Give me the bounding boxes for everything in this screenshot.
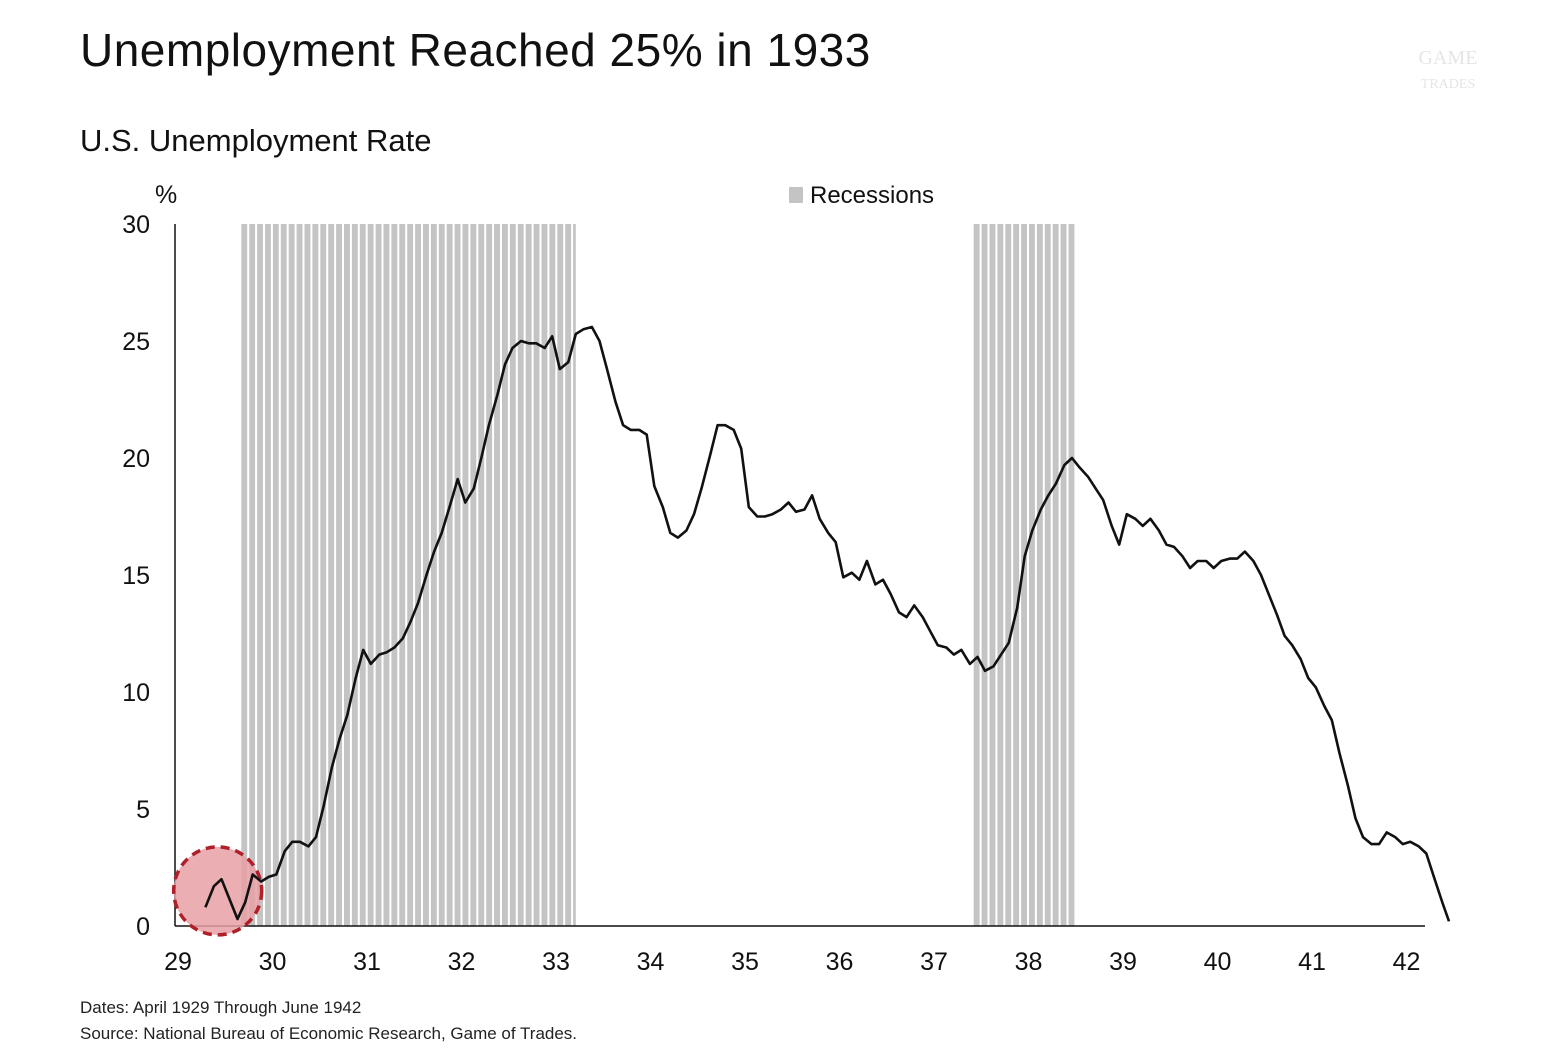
x-tick-label: 34	[637, 948, 665, 976]
recession-stripe	[391, 224, 398, 926]
unemployment-chart: 0 5 10 15 20 25 30 29 30 31 32 33 34 35 36 37 38 39 40 41 4…	[122, 181, 1451, 976]
recession-stripe	[462, 224, 469, 926]
recession-stripe	[494, 224, 500, 926]
recession-stripe	[446, 224, 453, 926]
recession-bands	[241, 224, 1075, 926]
recession-stripe	[383, 224, 390, 926]
recession-stripe	[265, 224, 271, 926]
recession-stripe	[470, 224, 477, 926]
recession-stripe	[1036, 224, 1043, 926]
recession-band-2	[973, 224, 1075, 926]
recession-stripe	[1052, 224, 1059, 926]
recession-stripe	[272, 224, 279, 926]
recession-stripe	[249, 224, 256, 926]
x-tick-label: 39	[1109, 948, 1137, 976]
axes	[174, 224, 1425, 927]
svg-text:GAME: GAME	[1419, 47, 1478, 69]
recession-stripe	[1044, 224, 1051, 926]
recession-stripe	[541, 224, 548, 926]
recession-stripe	[415, 224, 421, 926]
recession-stripe	[407, 224, 414, 926]
series-line-1	[204, 325, 1451, 922]
recession-stripe	[502, 224, 508, 926]
x-tick-labels: 29 30 31 32 33 34 35 36 37 38 39 40 41 42	[164, 948, 1420, 976]
footer-source-note: Source: National Bureau of Economic Rese…	[80, 1024, 578, 1043]
recession-stripe	[509, 224, 516, 926]
recession-stripe	[367, 224, 374, 926]
recession-stripe	[351, 224, 358, 926]
recession-stripe	[1021, 224, 1027, 926]
recession-stripe	[997, 224, 1004, 926]
recession-stripe	[1005, 224, 1012, 926]
x-tick-label: 37	[920, 948, 948, 976]
recession-stripe	[296, 224, 303, 926]
recession-stripe	[478, 224, 485, 926]
recession-stripe	[557, 224, 564, 926]
y-tick-label: 5	[136, 796, 150, 824]
x-tick-label: 32	[448, 948, 476, 976]
recession-stripe	[399, 224, 406, 926]
y-tick-label: 25	[122, 328, 150, 356]
recession-stripe	[1013, 224, 1020, 926]
y-tick-label: 10	[122, 679, 150, 707]
x-tick-label: 35	[731, 948, 759, 976]
x-tick-label: 31	[353, 948, 381, 976]
recession-stripe	[1068, 224, 1075, 926]
chart-title: U.S. Unemployment Rate	[80, 123, 432, 158]
recession-stripe	[320, 224, 327, 926]
recession-stripe	[312, 224, 319, 926]
recession-stripe	[533, 224, 540, 926]
x-tick-label: 42	[1393, 948, 1421, 976]
recession-band-1	[241, 224, 576, 926]
recession-stripe	[486, 224, 493, 926]
y-tick-label: 30	[122, 211, 150, 239]
y-tick-label: 0	[136, 913, 150, 941]
y-axis-unit-label: %	[155, 181, 177, 209]
x-tick-label: 29	[164, 948, 192, 976]
footer-dates-note: Dates: April 1929 Through June 1942	[80, 998, 362, 1017]
recession-stripe	[328, 224, 335, 926]
x-tick-label: 33	[542, 948, 570, 976]
series-line	[204, 325, 1451, 922]
recession-stripe	[573, 224, 576, 926]
recession-stripe	[359, 224, 366, 926]
x-tick-label: 41	[1298, 948, 1326, 976]
recession-stripe	[517, 224, 524, 926]
recession-stripe	[565, 224, 572, 926]
recession-stripe	[280, 224, 287, 926]
x-tick-label: 30	[259, 948, 287, 976]
recession-stripe	[257, 224, 263, 926]
recession-stripe	[241, 224, 248, 926]
x-tick-label: 36	[826, 948, 854, 976]
y-tick-label: 20	[122, 445, 150, 473]
svg-text:TRADES: TRADES	[1421, 77, 1475, 92]
recession-stripe	[336, 224, 342, 926]
recession-stripe	[981, 224, 988, 926]
watermark-logo: GAME TRADES	[1419, 47, 1478, 92]
recession-stripe	[525, 224, 532, 926]
recession-stripe	[549, 224, 556, 926]
recession-stripe	[1060, 224, 1067, 926]
y-tick-label: 15	[122, 562, 150, 590]
recession-stripe	[454, 224, 461, 926]
recession-stripe	[989, 224, 996, 926]
y-tick-labels: 0 5 10 15 20 25 30	[122, 211, 150, 941]
recession-stripe	[304, 224, 311, 926]
recession-stripe	[288, 224, 295, 926]
legend-swatch-recessions	[789, 187, 803, 203]
legend: Recessions	[789, 182, 934, 209]
x-tick-label: 38	[1015, 948, 1043, 976]
recession-stripe	[344, 224, 350, 926]
x-tick-label: 40	[1204, 948, 1232, 976]
recession-stripe	[375, 224, 382, 926]
recession-stripe	[973, 224, 980, 926]
recession-stripe	[1029, 224, 1035, 926]
recession-stripe	[438, 224, 445, 926]
recession-stripe	[430, 224, 437, 926]
page-title: Unemployment Reached 25% in 1933	[80, 24, 871, 76]
legend-label-recessions: Recessions	[810, 182, 934, 209]
